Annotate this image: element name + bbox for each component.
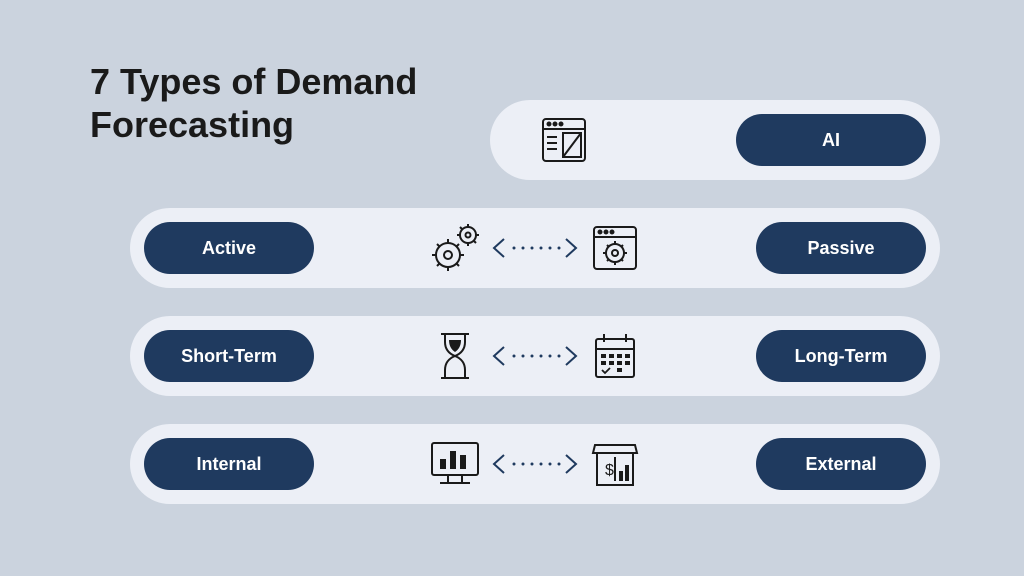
browser-gear-icon: [585, 218, 645, 278]
pill-label: Active: [202, 238, 256, 259]
pill-ai: AI: [736, 114, 926, 166]
pill-external: External: [756, 438, 926, 490]
bidirectional-arrow-icon: [485, 449, 585, 479]
pill-longterm: Long-Term: [756, 330, 926, 382]
row-shortterm-longterm: Short-Term: [130, 316, 940, 396]
row-ai: AI: [490, 100, 940, 180]
pill-label: Short-Term: [181, 346, 277, 367]
bidirectional-arrow-icon: [485, 233, 585, 263]
store-chart-icon: $: [585, 434, 645, 494]
pill-shortterm: Short-Term: [144, 330, 314, 382]
pill-internal: Internal: [144, 438, 314, 490]
monitor-chart-icon: [425, 434, 485, 494]
browser-split-icon: [534, 110, 594, 170]
pill-label: Passive: [807, 238, 874, 259]
svg-text:$: $: [605, 462, 614, 479]
hourglass-icon: [425, 326, 485, 386]
gears-icon: [425, 218, 485, 278]
row-active-passive: Active: [130, 208, 940, 288]
pill-passive: Passive: [756, 222, 926, 274]
calendar-icon: [585, 326, 645, 386]
pill-label: External: [805, 454, 876, 475]
bidirectional-arrow-icon: [485, 341, 585, 371]
pill-label: Internal: [196, 454, 261, 475]
row-internal-external: Internal $: [130, 424, 940, 504]
page-title: 7 Types of DemandForecasting: [90, 60, 417, 146]
pill-label: Long-Term: [795, 346, 888, 367]
pill-active: Active: [144, 222, 314, 274]
pill-label: AI: [822, 130, 840, 151]
